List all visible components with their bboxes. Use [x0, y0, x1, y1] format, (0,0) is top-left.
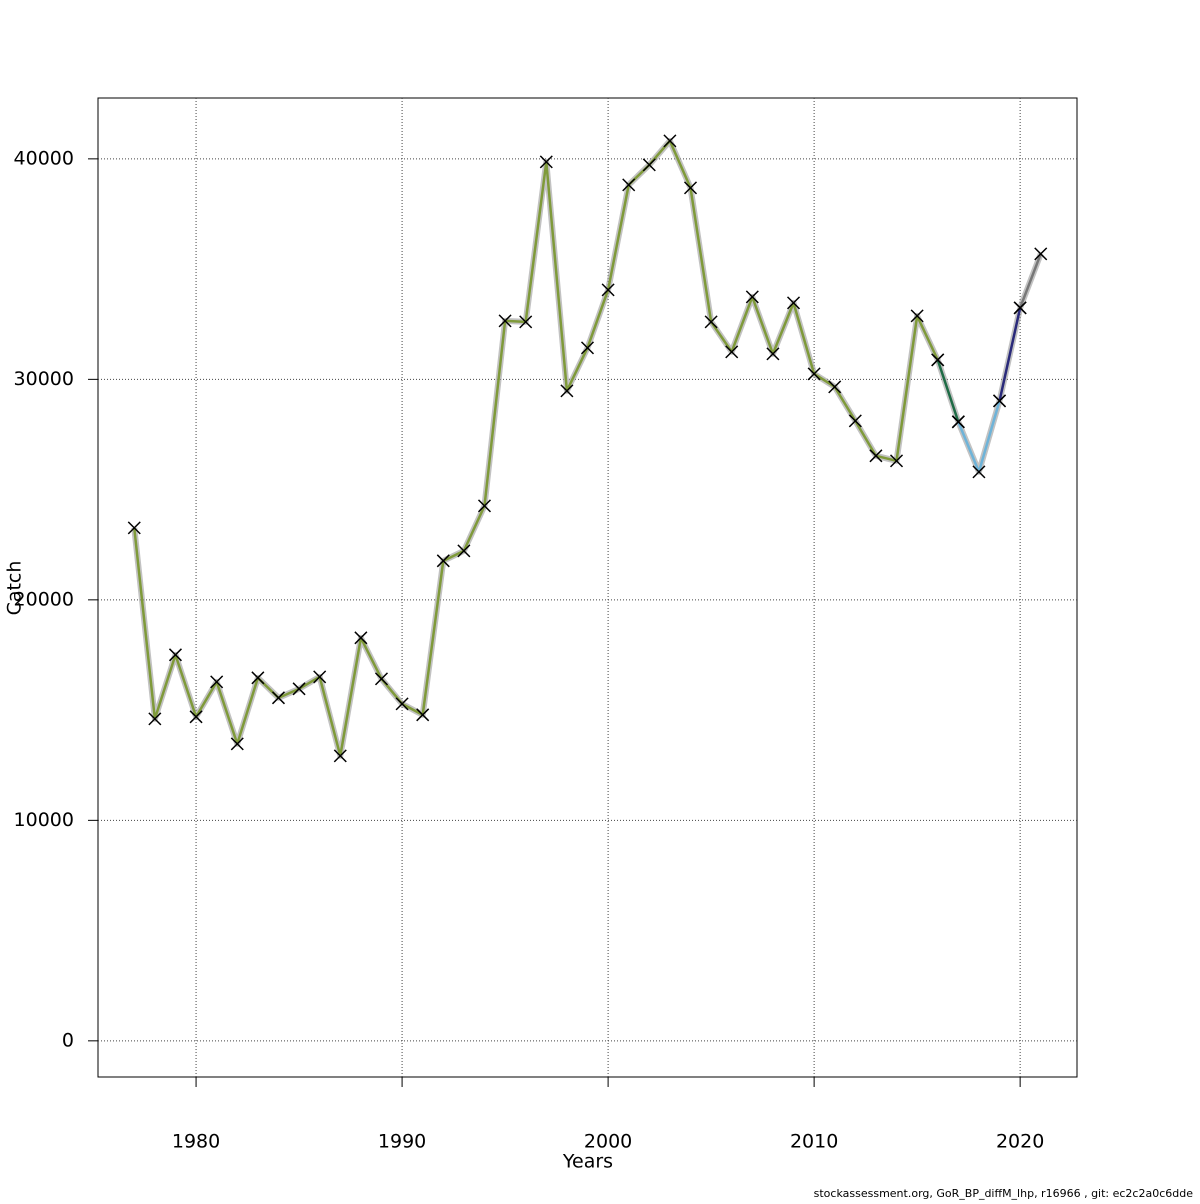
- x-tick-label: 1990: [378, 1131, 426, 1153]
- point-marker: [931, 353, 945, 367]
- series-line: [998, 307, 1022, 402]
- point-marker: [972, 465, 986, 479]
- series-line: [133, 139, 939, 758]
- point-marker: [580, 341, 595, 355]
- point-marker: [725, 345, 739, 359]
- point-marker: [766, 347, 780, 361]
- y-tick-label: 10000: [14, 809, 74, 831]
- point-marker: [519, 315, 533, 329]
- point-marker: [395, 697, 409, 711]
- plot-frame: [97, 97, 1078, 1078]
- series-line: [1018, 253, 1042, 309]
- series-line: [936, 359, 960, 423]
- point-marker: [663, 134, 677, 148]
- point-marker: [848, 414, 862, 428]
- point-marker: [828, 380, 842, 394]
- point-marker: [889, 454, 904, 468]
- x-tick-label: 2020: [996, 1131, 1044, 1153]
- point-marker: [210, 675, 224, 689]
- x-tick-label: 2010: [790, 1131, 838, 1153]
- point-marker: [601, 283, 615, 297]
- point-marker: [498, 314, 512, 328]
- y-tick-label: 0: [62, 1029, 74, 1051]
- y-tick-label: 40000: [14, 147, 74, 169]
- point-marker: [642, 158, 656, 172]
- point-marker: [622, 178, 636, 192]
- point-marker: [148, 712, 162, 726]
- point-marker: [271, 691, 286, 705]
- point-marker: [333, 749, 347, 763]
- point-marker: [951, 415, 965, 429]
- point-marker: [786, 296, 801, 310]
- point-marker: [457, 544, 471, 558]
- point-marker: [354, 631, 368, 645]
- x-axis-label: Years: [562, 1151, 613, 1173]
- point-marker: [230, 737, 244, 751]
- point-marker: [168, 648, 182, 662]
- y-tick-label: 30000: [14, 368, 74, 390]
- point-marker: [683, 181, 698, 195]
- x-tick-label: 1980: [172, 1131, 220, 1153]
- point-marker: [127, 521, 141, 535]
- x-tick-label: 2000: [584, 1131, 632, 1153]
- point-marker: [910, 309, 924, 323]
- point-marker: [477, 499, 492, 513]
- point-marker: [251, 671, 265, 685]
- point-marker: [374, 672, 389, 686]
- y-tick-label: 20000: [14, 588, 74, 610]
- point-marker: [745, 290, 759, 304]
- point-marker: [292, 682, 306, 696]
- y-axis-label: Catch: [4, 561, 26, 616]
- point-marker: [1034, 247, 1048, 261]
- point-marker: [1013, 301, 1027, 315]
- point-marker: [416, 708, 430, 722]
- point-marker: [436, 554, 450, 568]
- point-marker: [539, 155, 553, 169]
- point-marker: [313, 670, 327, 684]
- point-marker: [189, 710, 203, 724]
- point-marker: [807, 367, 821, 381]
- footer: stockassessment.org, GoR_BP_diffM_lhp, r…: [814, 1187, 1194, 1200]
- point-marker: [993, 394, 1007, 408]
- point-marker: [869, 449, 883, 463]
- point-marker: [560, 384, 574, 398]
- point-marker: [704, 315, 718, 329]
